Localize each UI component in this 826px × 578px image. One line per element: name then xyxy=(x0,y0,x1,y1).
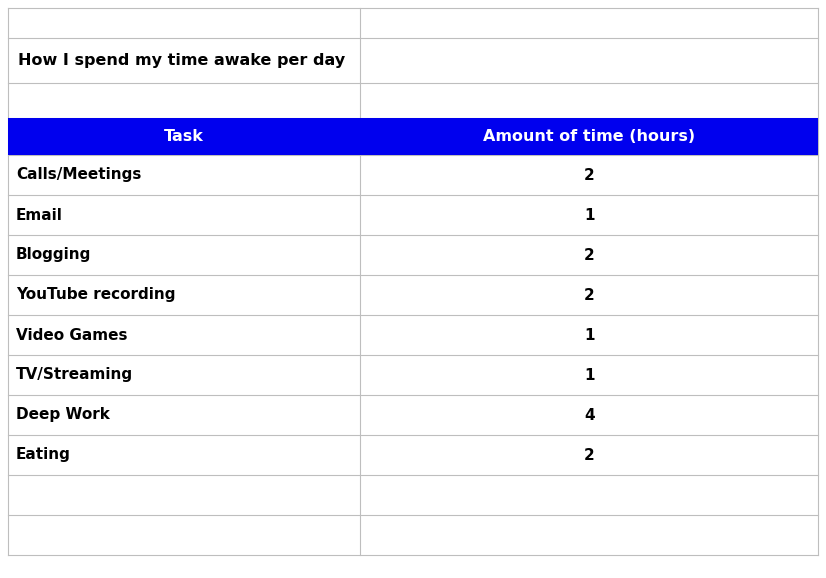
Text: Deep Work: Deep Work xyxy=(16,407,110,423)
Text: 2: 2 xyxy=(584,168,595,183)
Text: 4: 4 xyxy=(584,407,595,423)
Text: Blogging: Blogging xyxy=(16,247,92,262)
Text: TV/Streaming: TV/Streaming xyxy=(16,368,133,383)
Text: 2: 2 xyxy=(584,247,595,262)
Text: 1: 1 xyxy=(584,368,595,383)
Text: Video Games: Video Games xyxy=(16,328,127,343)
Text: 2: 2 xyxy=(584,287,595,302)
Text: 1: 1 xyxy=(584,328,595,343)
Bar xyxy=(8,118,818,155)
Text: Task: Task xyxy=(164,129,204,144)
Text: Amount of time (hours): Amount of time (hours) xyxy=(483,129,695,144)
Text: YouTube recording: YouTube recording xyxy=(16,287,175,302)
Text: 2: 2 xyxy=(584,447,595,462)
Text: Email: Email xyxy=(16,208,63,223)
Text: Eating: Eating xyxy=(16,447,71,462)
Text: How I spend my time awake per day: How I spend my time awake per day xyxy=(18,53,345,68)
Text: 1: 1 xyxy=(584,208,595,223)
Text: Calls/Meetings: Calls/Meetings xyxy=(16,168,141,183)
